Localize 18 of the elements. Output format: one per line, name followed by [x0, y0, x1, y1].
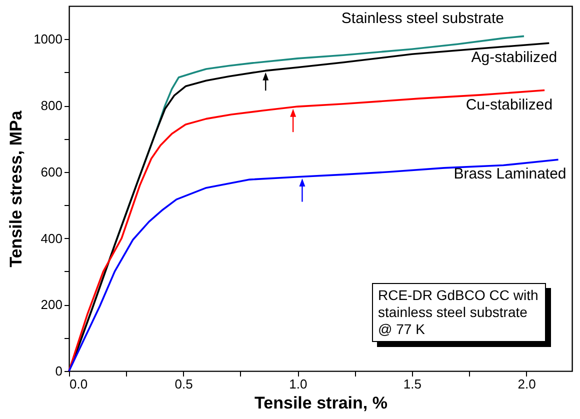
x-axis-title: Tensile strain, %	[254, 394, 388, 412]
series-label: Brass Laminated	[454, 166, 566, 183]
y-tick-label: 600	[40, 164, 62, 180]
x-tick-label: 0.0	[70, 376, 88, 392]
y-tick-label: 200	[40, 297, 62, 312]
series-label: Stainless steel substrate	[341, 10, 504, 28]
y-tick-label: 1000	[34, 32, 62, 47]
series-label: Cu-stabilized	[466, 96, 553, 114]
x-tick-label: 0.5	[174, 376, 193, 392]
x-tick-label: 1.0	[289, 376, 308, 392]
x-tick-label: 1.5	[403, 376, 422, 392]
annotation: RCE-DR GdBCO CC with stainless steel substrate @ 77 K	[372, 283, 546, 342]
y-tick-label: 800	[40, 98, 62, 114]
y-tick-label: 0	[55, 364, 62, 378]
y-axis-title: Tensile stress, MPa	[6, 110, 26, 268]
series-label: Ag-stabilized	[471, 49, 558, 66]
y-tick-label: 400	[40, 230, 62, 246]
x-tick-label: 2.0	[518, 376, 536, 392]
